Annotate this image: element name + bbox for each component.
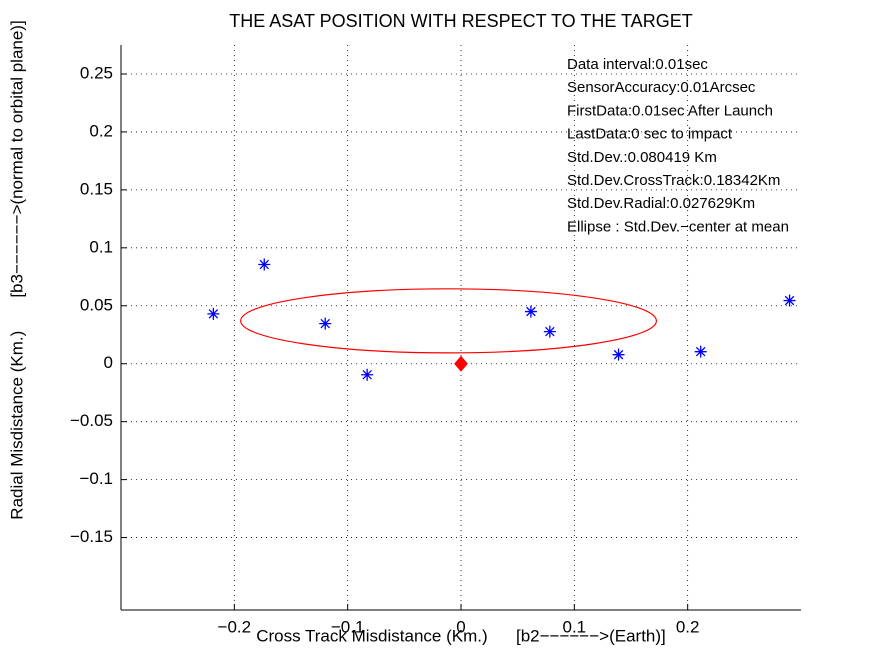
y-tick-label: 0.2 xyxy=(89,121,113,140)
star-marker xyxy=(524,305,537,318)
star-marker xyxy=(258,258,271,271)
y-tick-label: −0.05 xyxy=(70,411,113,430)
y-tick-label: 0.1 xyxy=(89,237,113,256)
star-marker xyxy=(612,348,625,361)
star-marker xyxy=(361,368,374,381)
chart-title: THE ASAT POSITION WITH RESPECT TO THE TA… xyxy=(229,11,692,31)
x-tick-label: 0 xyxy=(456,617,465,636)
star-marker xyxy=(543,325,556,338)
x-axis-label: Cross Track Misdistance (Km.) [b2−−−−−−>… xyxy=(256,626,666,645)
annotation: Std.Dev.:0.080419 Km xyxy=(567,149,717,166)
annotation: FirstData:0.01sec After Launch xyxy=(567,102,773,119)
y-tick-label: −0.1 xyxy=(79,469,113,488)
y-tick-label: 0.05 xyxy=(80,295,113,314)
y-tick-label: 0.15 xyxy=(80,179,113,198)
x-tick-label: −0.1 xyxy=(331,617,365,636)
annotation: Data interval:0.01sec xyxy=(567,56,708,73)
annotation: Std.Dev.CrossTrack:0.18342Km xyxy=(567,172,780,189)
y-axis-label: Radial Misdistance (Km.) [b3−−−−−−>(norm… xyxy=(7,20,26,519)
x-tick-label: 0.2 xyxy=(676,617,700,636)
star-marker xyxy=(319,317,332,330)
diamond-marker xyxy=(454,355,468,372)
y-tick-label: −0.15 xyxy=(70,527,113,546)
x-tick-label: 0.1 xyxy=(563,617,587,636)
annotation: Ellipse : Std.Dev.−center at mean xyxy=(567,218,789,235)
annotation: SensorAccuracy:0.01Arcsec xyxy=(567,79,756,96)
annotation: Std.Dev.Radial:0.027629Km xyxy=(567,195,755,212)
std-dev-ellipse xyxy=(240,288,658,354)
annotation: LastData:0 sec to impact xyxy=(567,126,733,143)
y-tick-label: 0 xyxy=(104,353,113,372)
y-tick-label: 0.25 xyxy=(80,63,113,82)
x-tick-label: −0.2 xyxy=(218,617,252,636)
star-marker xyxy=(694,345,707,358)
star-marker xyxy=(207,307,220,320)
star-marker xyxy=(783,294,796,307)
